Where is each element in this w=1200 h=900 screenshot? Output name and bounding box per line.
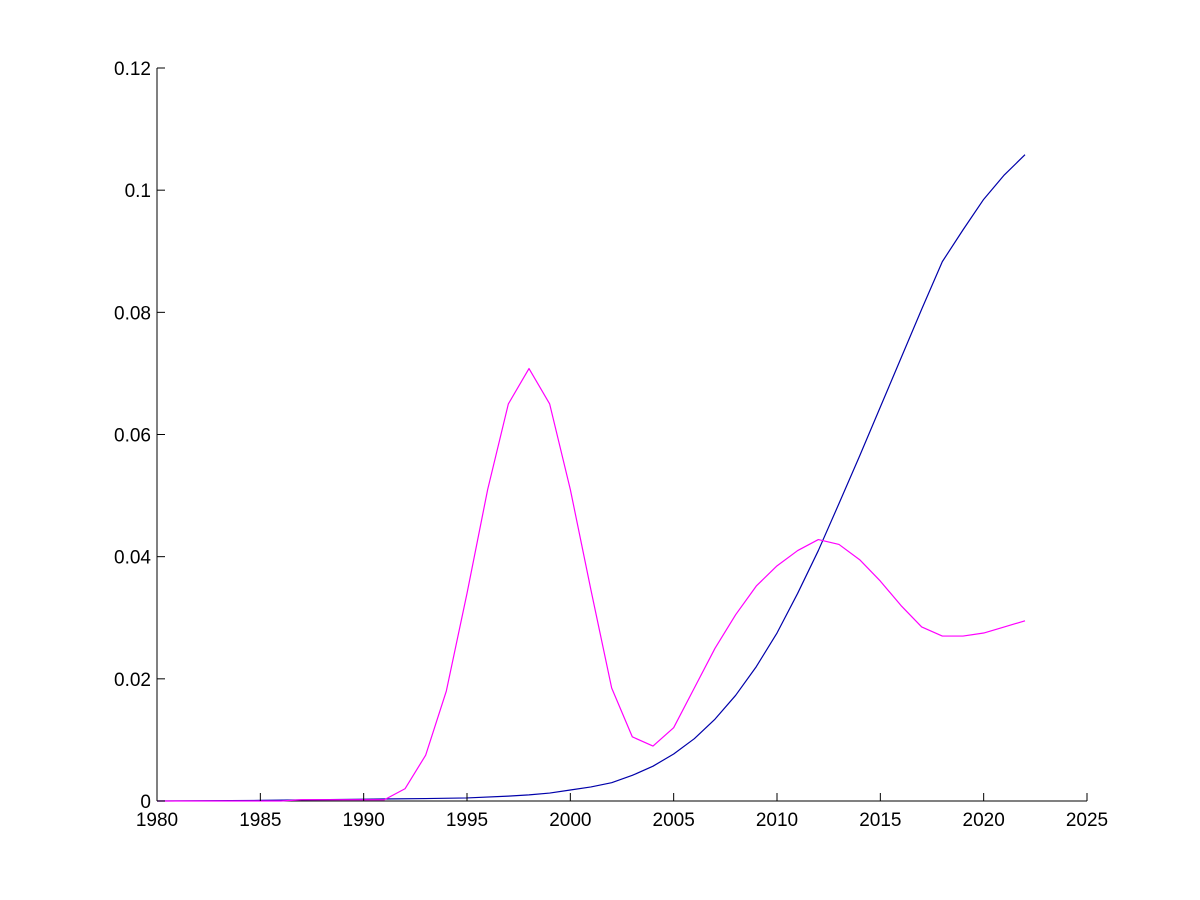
y-tick-label: 0.12 [114,59,151,80]
x-tick-label: 1990 [343,810,385,831]
axes [156,68,1087,802]
x-tick-label: 1980 [136,810,178,831]
y-tick-label: 0.1 [125,181,151,202]
series-layer [156,154,1026,802]
series-line-1 [156,154,1026,802]
x-tick-label: 1985 [239,810,281,831]
ticks-layer: 1980 1985 1990 1995 2000 2005 2010 2015 2020 2025… [114,59,1108,831]
y-tick-label: 0.04 [114,548,151,569]
x-tick-label: 2020 [963,810,1005,831]
x-tick-label: 1995 [446,810,488,831]
y-tick-label: 0.06 [114,426,151,447]
x-tick-label: 2010 [756,810,798,831]
x-tick-label: 2015 [859,810,901,831]
x-tick-label: 2000 [549,810,591,831]
y-tick-label: 0.08 [114,303,151,324]
series-line-2 [157,367,1026,802]
y-tick-label: 0.02 [114,670,151,691]
x-tick-label: 2005 [653,810,695,831]
y-tick-label: 0 [140,792,151,813]
x-tick-label: 2025 [1066,810,1108,831]
